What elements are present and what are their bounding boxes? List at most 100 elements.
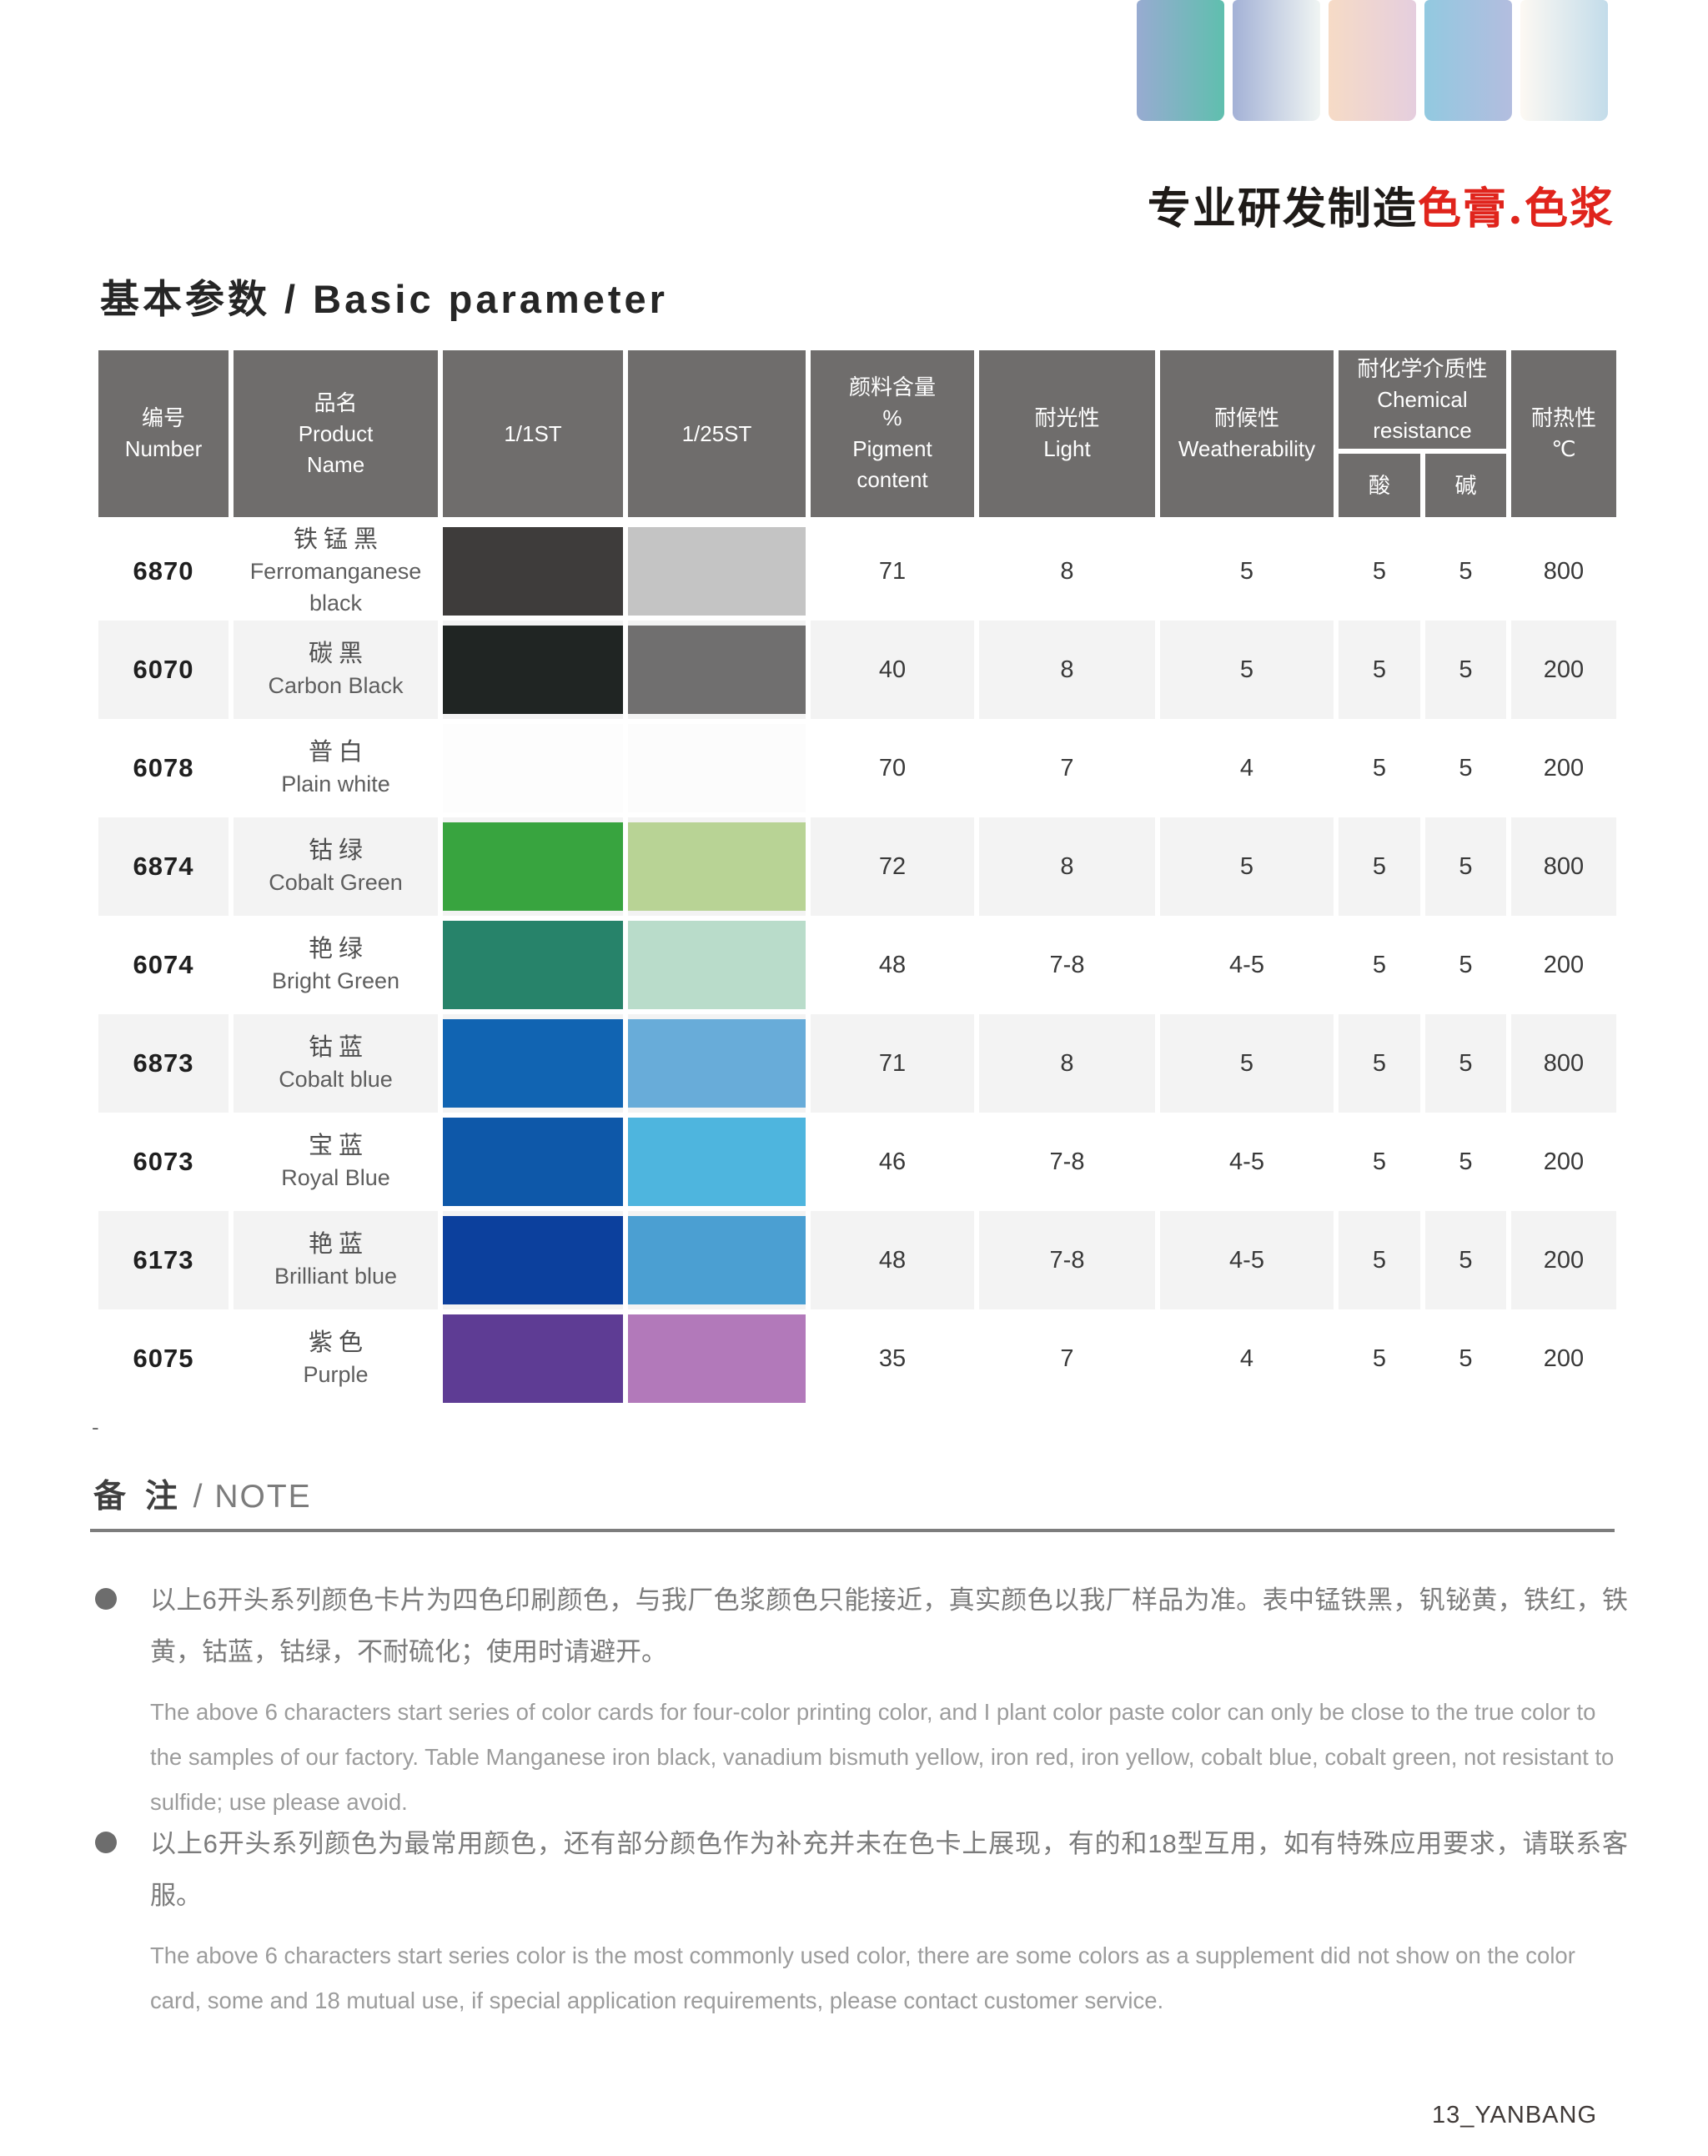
heat-value: 800 [1511,1014,1616,1113]
color-swatch-1-1st [443,724,623,812]
weatherability-value: 4 [1160,719,1334,817]
color-swatch-1-25st [628,921,806,1009]
product-name-en: Purple [303,1362,369,1387]
col-header-acid: 酸 [1339,454,1420,517]
product-name-cn: 钴绿 [308,837,369,864]
weatherability-value: 4-5 [1160,1113,1334,1211]
acid-value: 5 [1339,817,1420,916]
bullet-icon [95,1588,117,1610]
gradient-bar-3 [1329,0,1416,121]
product-number: 6074 [98,916,229,1014]
page-number-label: 13_YANBANG [1431,2102,1597,2128]
color-swatch-1-1st [443,921,623,1009]
note-2-chinese: 以上6开头系列颜色为最常用颜色，还有部分颜色作为补充并未在色卡上展现，有的和18… [150,1829,1628,1910]
table-row-6078: 6078 普白 Plain white 70 7 4 5 5 200 [98,719,1616,817]
note-heading-cn: 备 注 [93,1479,183,1515]
light-value: 8 [979,817,1155,916]
product-name: 紫色 Purple [234,1309,438,1408]
color-swatch-1-1st [443,1118,623,1206]
note-2-english: The above 6 characters start series colo… [150,1942,1575,2013]
product-name-en: Royal Blue [281,1165,390,1190]
product-name-en: Bright Green [271,968,400,993]
table-row-6870: 6870 铁锰黑 Ferromanganese black 71 8 5 5 5… [98,522,1616,621]
slogan-black-text: 专业研发制造 [1147,183,1418,234]
color-swatch-1-25st [628,822,806,911]
light-value: 8 [979,522,1155,621]
heat-value: 200 [1511,1309,1616,1408]
col-header-product-name: 品名 Product Name [234,350,438,517]
product-name-en: Cobalt Green [269,870,403,895]
pigment-content-value: 35 [811,1309,974,1408]
brand-slogan: 专业研发制造色膏.色浆 [1148,173,1615,236]
weatherability-value: 5 [1160,522,1334,621]
weatherability-value: 4 [1160,1309,1334,1408]
pigment-content-value: 46 [811,1113,974,1211]
col-header-weatherability: 耐候性 Weatherability [1160,350,1334,517]
pigment-content-value: 48 [811,916,974,1014]
color-swatch-1-1st [443,822,623,911]
weatherability-value: 5 [1160,817,1334,916]
color-swatch-1-25st [628,1216,806,1304]
product-number: 6078 [98,719,229,817]
acid-value: 5 [1339,621,1420,719]
acid-value: 5 [1339,1014,1420,1113]
product-number: 6874 [98,817,229,916]
table-row-6070: 6070 碳黑 Carbon Black 40 8 5 5 5 200 [98,621,1616,719]
product-number: 6073 [98,1113,229,1211]
product-name: 碳黑 Carbon Black [234,621,438,719]
decorative-color-bars [1137,0,1608,121]
table-row-6073: 6073 宝蓝 Royal Blue 46 7-8 4-5 5 5 200 [98,1113,1616,1211]
color-swatch-1-1st [443,527,623,616]
pigment-content-value: 72 [811,817,974,916]
col-header-1-25st: 1/25ST [628,350,806,517]
product-name-cn: 普白 [308,739,369,766]
weatherability-value: 5 [1160,1014,1334,1113]
note-item-2: 以上6开头系列颜色为最常用颜色，还有部分颜色作为补充并未在色卡上展现，有的和18… [93,1818,1635,2023]
alkali-value: 5 [1425,1014,1506,1113]
pigment-content-value: 70 [811,719,974,817]
col-header-chemical-group: 耐化学介质性 Chemical resistance 酸 碱 [1339,350,1506,517]
pigment-content-value: 40 [811,621,974,719]
product-name-cn: 艳绿 [308,936,369,962]
swatch-cell-1-1st [443,522,623,621]
product-name-en: Cobalt blue [279,1067,393,1092]
light-value: 7-8 [979,1211,1155,1309]
light-value: 7-8 [979,1113,1155,1211]
swatch-cell-1-1st [443,916,623,1014]
swatch-cell-1-1st [443,621,623,719]
swatch-cell-1-1st [443,719,623,817]
product-name-cn: 铁锰黑 [293,526,384,553]
acid-value: 5 [1339,1309,1420,1408]
acid-value: 5 [1339,1211,1420,1309]
bullet-icon [95,1832,117,1853]
product-name-cn: 艳蓝 [308,1231,369,1258]
swatch-cell-1-25st [628,817,806,916]
product-number: 6173 [98,1211,229,1309]
table-row-6873: 6873 钴蓝 Cobalt blue 71 8 5 5 5 800 [98,1014,1616,1113]
col-header-alkali: 碱 [1425,454,1506,517]
col-header-chemical-resistance: 耐化学介质性 Chemical resistance [1339,350,1506,449]
page-title: 基本参数 / Basic parameter [100,277,668,321]
note-heading-en: / NOTE [182,1479,312,1515]
swatch-cell-1-25st [628,621,806,719]
col-header-number: 编号 Number [98,350,229,517]
stray-dash: - [92,1415,99,1440]
col-header-light: 耐光性 Light [979,350,1155,517]
heat-value: 800 [1511,522,1616,621]
product-name: 普白 Plain white [234,719,438,817]
note-divider-rule [90,1529,1615,1532]
alkali-value: 5 [1425,1113,1506,1211]
gradient-bar-5 [1520,0,1608,121]
table-row-6874: 6874 钴绿 Cobalt Green 72 8 5 5 5 800 [98,817,1616,916]
col-header-1-1st: 1/1ST [443,350,623,517]
light-value: 7 [979,719,1155,817]
swatch-cell-1-1st [443,817,623,916]
product-name: 艳绿 Bright Green [234,916,438,1014]
heat-value: 200 [1511,1211,1616,1309]
swatch-cell-1-25st [628,1211,806,1309]
alkali-value: 5 [1425,719,1506,817]
heat-value: 200 [1511,916,1616,1014]
table-header-row: 编号 Number 品名 Product Name 1/1ST 1/25ST 颜… [98,350,1616,517]
product-name-en: Ferromanganese black [249,559,422,616]
color-swatch-1-25st [628,1118,806,1206]
